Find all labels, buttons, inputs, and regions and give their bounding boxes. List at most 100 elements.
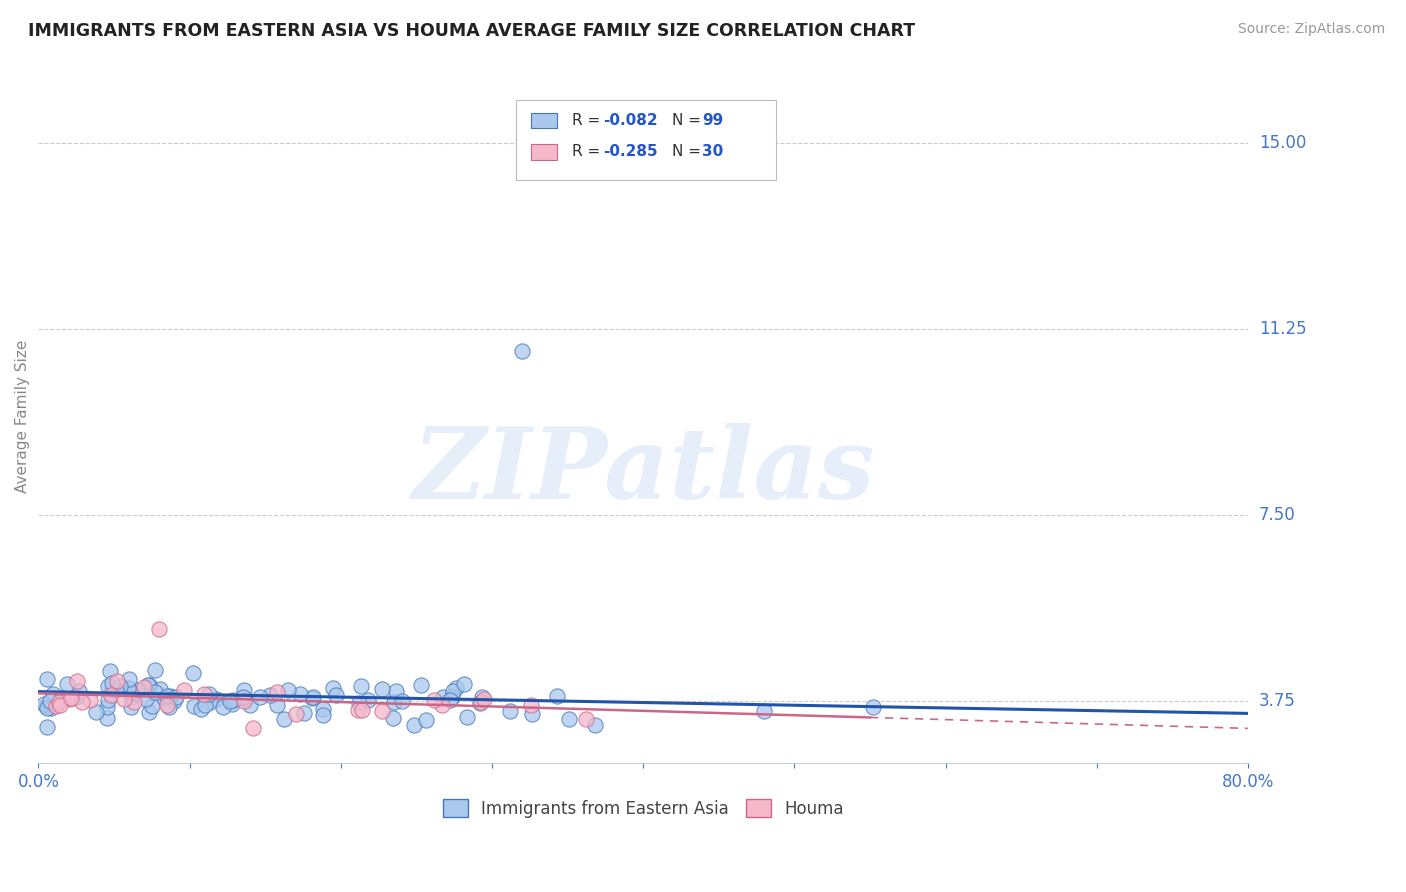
Point bbox=[441, 690, 464, 705]
Point bbox=[198, 695, 221, 709]
Point bbox=[60, 690, 83, 705]
Point bbox=[862, 699, 884, 714]
Point bbox=[357, 692, 380, 706]
Point bbox=[118, 672, 141, 686]
Point bbox=[190, 702, 212, 716]
Point bbox=[105, 673, 128, 688]
Point bbox=[96, 711, 118, 725]
Point bbox=[165, 690, 187, 704]
Point bbox=[439, 692, 461, 706]
Point bbox=[212, 699, 235, 714]
Point bbox=[84, 705, 107, 719]
Point bbox=[197, 687, 219, 701]
Point bbox=[55, 677, 77, 691]
Text: 3.75: 3.75 bbox=[1258, 692, 1296, 710]
Point bbox=[35, 699, 58, 714]
Point bbox=[70, 695, 93, 709]
Point bbox=[292, 706, 315, 721]
Text: 7.50: 7.50 bbox=[1258, 506, 1296, 524]
Point bbox=[138, 705, 160, 719]
Point bbox=[470, 694, 492, 708]
Point bbox=[350, 703, 373, 717]
Point bbox=[510, 344, 533, 359]
Point bbox=[266, 698, 288, 712]
Point bbox=[382, 711, 405, 725]
Point bbox=[232, 694, 254, 708]
Point bbox=[233, 683, 256, 698]
Point bbox=[456, 709, 478, 723]
Text: N =: N = bbox=[672, 113, 706, 128]
Point bbox=[108, 679, 131, 693]
FancyBboxPatch shape bbox=[530, 113, 557, 128]
Text: 30: 30 bbox=[703, 145, 724, 160]
Point bbox=[132, 680, 155, 694]
Point bbox=[249, 690, 271, 704]
Text: N =: N = bbox=[672, 145, 706, 160]
Point bbox=[35, 720, 58, 734]
Point bbox=[441, 684, 464, 698]
Point bbox=[143, 685, 166, 699]
Point bbox=[754, 704, 776, 718]
FancyBboxPatch shape bbox=[530, 145, 557, 160]
Point bbox=[468, 696, 491, 710]
Point bbox=[221, 697, 243, 711]
Point bbox=[347, 696, 370, 710]
Point bbox=[453, 677, 475, 691]
Point bbox=[152, 690, 174, 705]
FancyBboxPatch shape bbox=[516, 100, 776, 179]
Point bbox=[499, 704, 522, 718]
Point bbox=[391, 694, 413, 708]
Point bbox=[520, 706, 543, 721]
Point bbox=[546, 689, 568, 703]
Point bbox=[371, 704, 394, 718]
Point bbox=[100, 682, 122, 697]
Point bbox=[259, 688, 281, 702]
Text: R =: R = bbox=[572, 145, 605, 160]
Point bbox=[285, 706, 308, 721]
Point bbox=[49, 698, 72, 712]
Point bbox=[415, 713, 437, 727]
Point bbox=[143, 664, 166, 678]
Point bbox=[117, 681, 139, 696]
Point bbox=[444, 681, 467, 696]
Point bbox=[141, 699, 163, 714]
Point bbox=[66, 673, 89, 688]
Point bbox=[100, 688, 122, 702]
Point bbox=[558, 712, 581, 726]
Point bbox=[38, 694, 60, 708]
Point bbox=[432, 690, 454, 704]
Y-axis label: Average Family Size: Average Family Size bbox=[15, 339, 30, 492]
Text: -0.082: -0.082 bbox=[603, 113, 658, 128]
Point bbox=[120, 685, 142, 699]
Point bbox=[163, 694, 186, 708]
Point bbox=[193, 687, 215, 701]
Text: -0.285: -0.285 bbox=[603, 145, 658, 160]
Point bbox=[423, 693, 446, 707]
Text: Source: ZipAtlas.com: Source: ZipAtlas.com bbox=[1237, 22, 1385, 37]
Legend: Immigrants from Eastern Asia, Houma: Immigrants from Eastern Asia, Houma bbox=[436, 793, 851, 824]
Point bbox=[402, 718, 425, 732]
Point bbox=[79, 693, 101, 707]
Point bbox=[37, 701, 59, 715]
Point bbox=[242, 721, 264, 735]
Point bbox=[232, 690, 254, 704]
Point bbox=[45, 699, 67, 714]
Point bbox=[222, 693, 245, 707]
Point bbox=[65, 690, 87, 705]
Point bbox=[430, 698, 453, 713]
Point bbox=[67, 683, 90, 698]
Point bbox=[34, 697, 56, 711]
Point bbox=[120, 690, 142, 705]
Point bbox=[156, 690, 179, 704]
Point bbox=[112, 691, 135, 706]
Point bbox=[519, 698, 541, 712]
Point bbox=[59, 692, 82, 706]
Point bbox=[411, 678, 433, 692]
Text: R =: R = bbox=[572, 113, 605, 128]
Point bbox=[382, 694, 405, 708]
Point bbox=[183, 698, 205, 713]
Point bbox=[583, 718, 606, 732]
Text: 15.00: 15.00 bbox=[1258, 134, 1306, 152]
Point bbox=[48, 695, 70, 709]
Point bbox=[204, 691, 226, 706]
